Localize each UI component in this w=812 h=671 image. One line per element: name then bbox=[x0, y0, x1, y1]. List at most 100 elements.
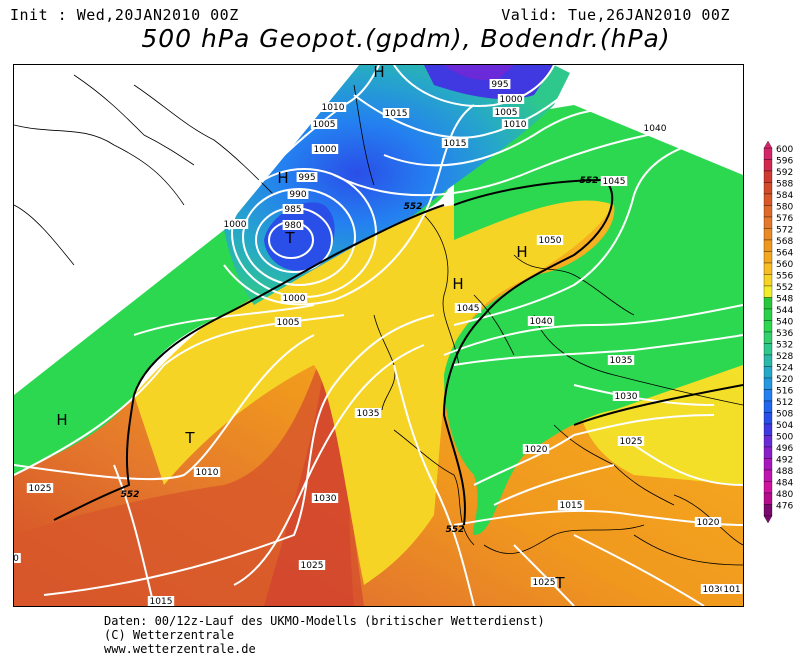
init-time-label: Init : Wed,20JAN2010 00Z bbox=[10, 6, 239, 24]
isobar-label: 1035 bbox=[610, 356, 633, 366]
isobar-label: 1000 bbox=[314, 145, 337, 155]
legend-swatch bbox=[763, 492, 773, 505]
legend-swatch bbox=[763, 147, 773, 160]
legend-swatch bbox=[763, 159, 773, 172]
isobar-label: 1030 bbox=[703, 585, 726, 595]
legend-swatch bbox=[763, 481, 773, 494]
isobar-label-bg bbox=[501, 119, 529, 129]
legend-swatch bbox=[763, 308, 773, 321]
contour-552-label: 552 bbox=[404, 202, 423, 212]
isobar-label-bg bbox=[441, 138, 469, 148]
legend-swatch bbox=[763, 297, 773, 310]
isobar-label-bg bbox=[536, 235, 564, 245]
legend-level-label: 508 bbox=[776, 410, 793, 420]
isobar-label-bg bbox=[612, 391, 640, 401]
isobar-label-bg bbox=[454, 303, 482, 313]
isobar-label-bg bbox=[489, 79, 511, 89]
contour-552-labels: 552 552 552 552 bbox=[121, 176, 599, 535]
isobar-label-bg bbox=[296, 172, 318, 182]
footer-website: www.wetterzentrale.de bbox=[104, 642, 256, 656]
map-title: 500 hPa Geopot.(gpdm), Bodendr.(hPa) bbox=[141, 24, 671, 53]
legend-level-label: 568 bbox=[776, 237, 793, 247]
isobar-label-bg bbox=[26, 483, 54, 493]
legend-swatch bbox=[763, 239, 773, 252]
isobar-label: 1015 bbox=[560, 501, 583, 511]
isobar-label: 1035 bbox=[357, 409, 380, 419]
legend-level-label: 484 bbox=[776, 479, 793, 489]
legend-level-label: 576 bbox=[776, 214, 793, 224]
legend-level-label: 476 bbox=[776, 502, 793, 512]
legend-swatch bbox=[763, 412, 773, 425]
legend-level-label: 496 bbox=[776, 444, 793, 454]
isobar-label: 1010 bbox=[196, 468, 219, 478]
north-low-core bbox=[444, 65, 514, 81]
high-pressure-center: H bbox=[277, 169, 288, 187]
legend-level-label: 584 bbox=[776, 191, 793, 201]
isobar-label-bg bbox=[193, 467, 221, 477]
isobar-label: 1045 bbox=[603, 177, 626, 187]
isobar-label: 0 bbox=[14, 554, 19, 564]
isobar-label-bg bbox=[282, 204, 304, 214]
pressure-centers: H H T H H H T T bbox=[56, 65, 565, 592]
legend-swatch bbox=[763, 251, 773, 264]
isobar-label-bg bbox=[287, 189, 309, 199]
legend-level-label: 596 bbox=[776, 157, 793, 167]
isobar-label: 101 bbox=[723, 585, 740, 595]
legend-swatch bbox=[763, 504, 773, 517]
isobar-label: 1050 bbox=[539, 236, 562, 246]
out-of-domain-ne bbox=[554, 65, 743, 110]
isobar-label: 1030 bbox=[314, 494, 337, 504]
isobar-label-bg bbox=[221, 219, 249, 229]
legend-arrow-top bbox=[763, 140, 773, 149]
isobar-label: 1025 bbox=[620, 437, 643, 447]
legend-level-label: 552 bbox=[776, 283, 793, 293]
isobar-label-bg bbox=[14, 553, 21, 563]
legend-level-label: 540 bbox=[776, 318, 793, 328]
legend-level-label: 480 bbox=[776, 490, 793, 500]
legend-swatch bbox=[763, 400, 773, 413]
legend-swatch bbox=[763, 343, 773, 356]
isobar-label: 1010 bbox=[322, 103, 345, 113]
isobar-label-bg bbox=[282, 220, 304, 230]
isobar-label-bg bbox=[354, 408, 382, 418]
legend-swatch bbox=[763, 274, 773, 287]
legend-swatch bbox=[763, 216, 773, 229]
isobars bbox=[14, 65, 743, 606]
isobar-label-bg bbox=[600, 176, 628, 186]
legend-level-label: 600 bbox=[776, 145, 793, 155]
isobar-label: 1045 bbox=[457, 304, 480, 314]
isobar-label: 1040 bbox=[530, 317, 553, 327]
footer-copyright: (C) Wetterzentrale bbox=[104, 628, 235, 642]
isobar-label-bg bbox=[522, 444, 550, 454]
low-pressure-center: T bbox=[184, 429, 195, 447]
warm-core-field bbox=[14, 325, 354, 606]
valid-time-label: Valid: Tue,26JAN2010 00Z bbox=[501, 6, 730, 24]
isobar-label: 1005 bbox=[313, 120, 336, 130]
legend-level-label: 536 bbox=[776, 329, 793, 339]
isobar-label-bg bbox=[527, 316, 555, 326]
legend-swatch bbox=[763, 205, 773, 218]
legend-level-label: 532 bbox=[776, 341, 793, 351]
isobar-label-bg bbox=[700, 584, 728, 594]
legend-level-label: 504 bbox=[776, 421, 793, 431]
isobar-label-bg bbox=[492, 107, 520, 117]
legend-level-label: 528 bbox=[776, 352, 793, 362]
isobar-label-bg bbox=[557, 500, 585, 510]
legend-swatch bbox=[763, 170, 773, 183]
legend-swatch bbox=[763, 228, 773, 241]
legend-swatch bbox=[763, 389, 773, 402]
legend-level-label: 572 bbox=[776, 226, 793, 236]
warm-core-field-2 bbox=[264, 365, 364, 606]
weather-map-canvas: 9951000100510101015101010051000995990985… bbox=[14, 65, 743, 606]
legend-swatch bbox=[763, 469, 773, 482]
north-low-field bbox=[424, 65, 554, 100]
isobar-label-bg bbox=[280, 293, 308, 303]
isobar-label: 1000 bbox=[500, 95, 523, 105]
isobar-label: 1025 bbox=[301, 561, 324, 571]
cold-low-core bbox=[264, 202, 335, 271]
coastlines bbox=[14, 74, 743, 566]
isobar-label: 1005 bbox=[277, 318, 300, 328]
isobar-label-bg bbox=[298, 560, 326, 570]
isobar-label: 990 bbox=[289, 190, 306, 200]
